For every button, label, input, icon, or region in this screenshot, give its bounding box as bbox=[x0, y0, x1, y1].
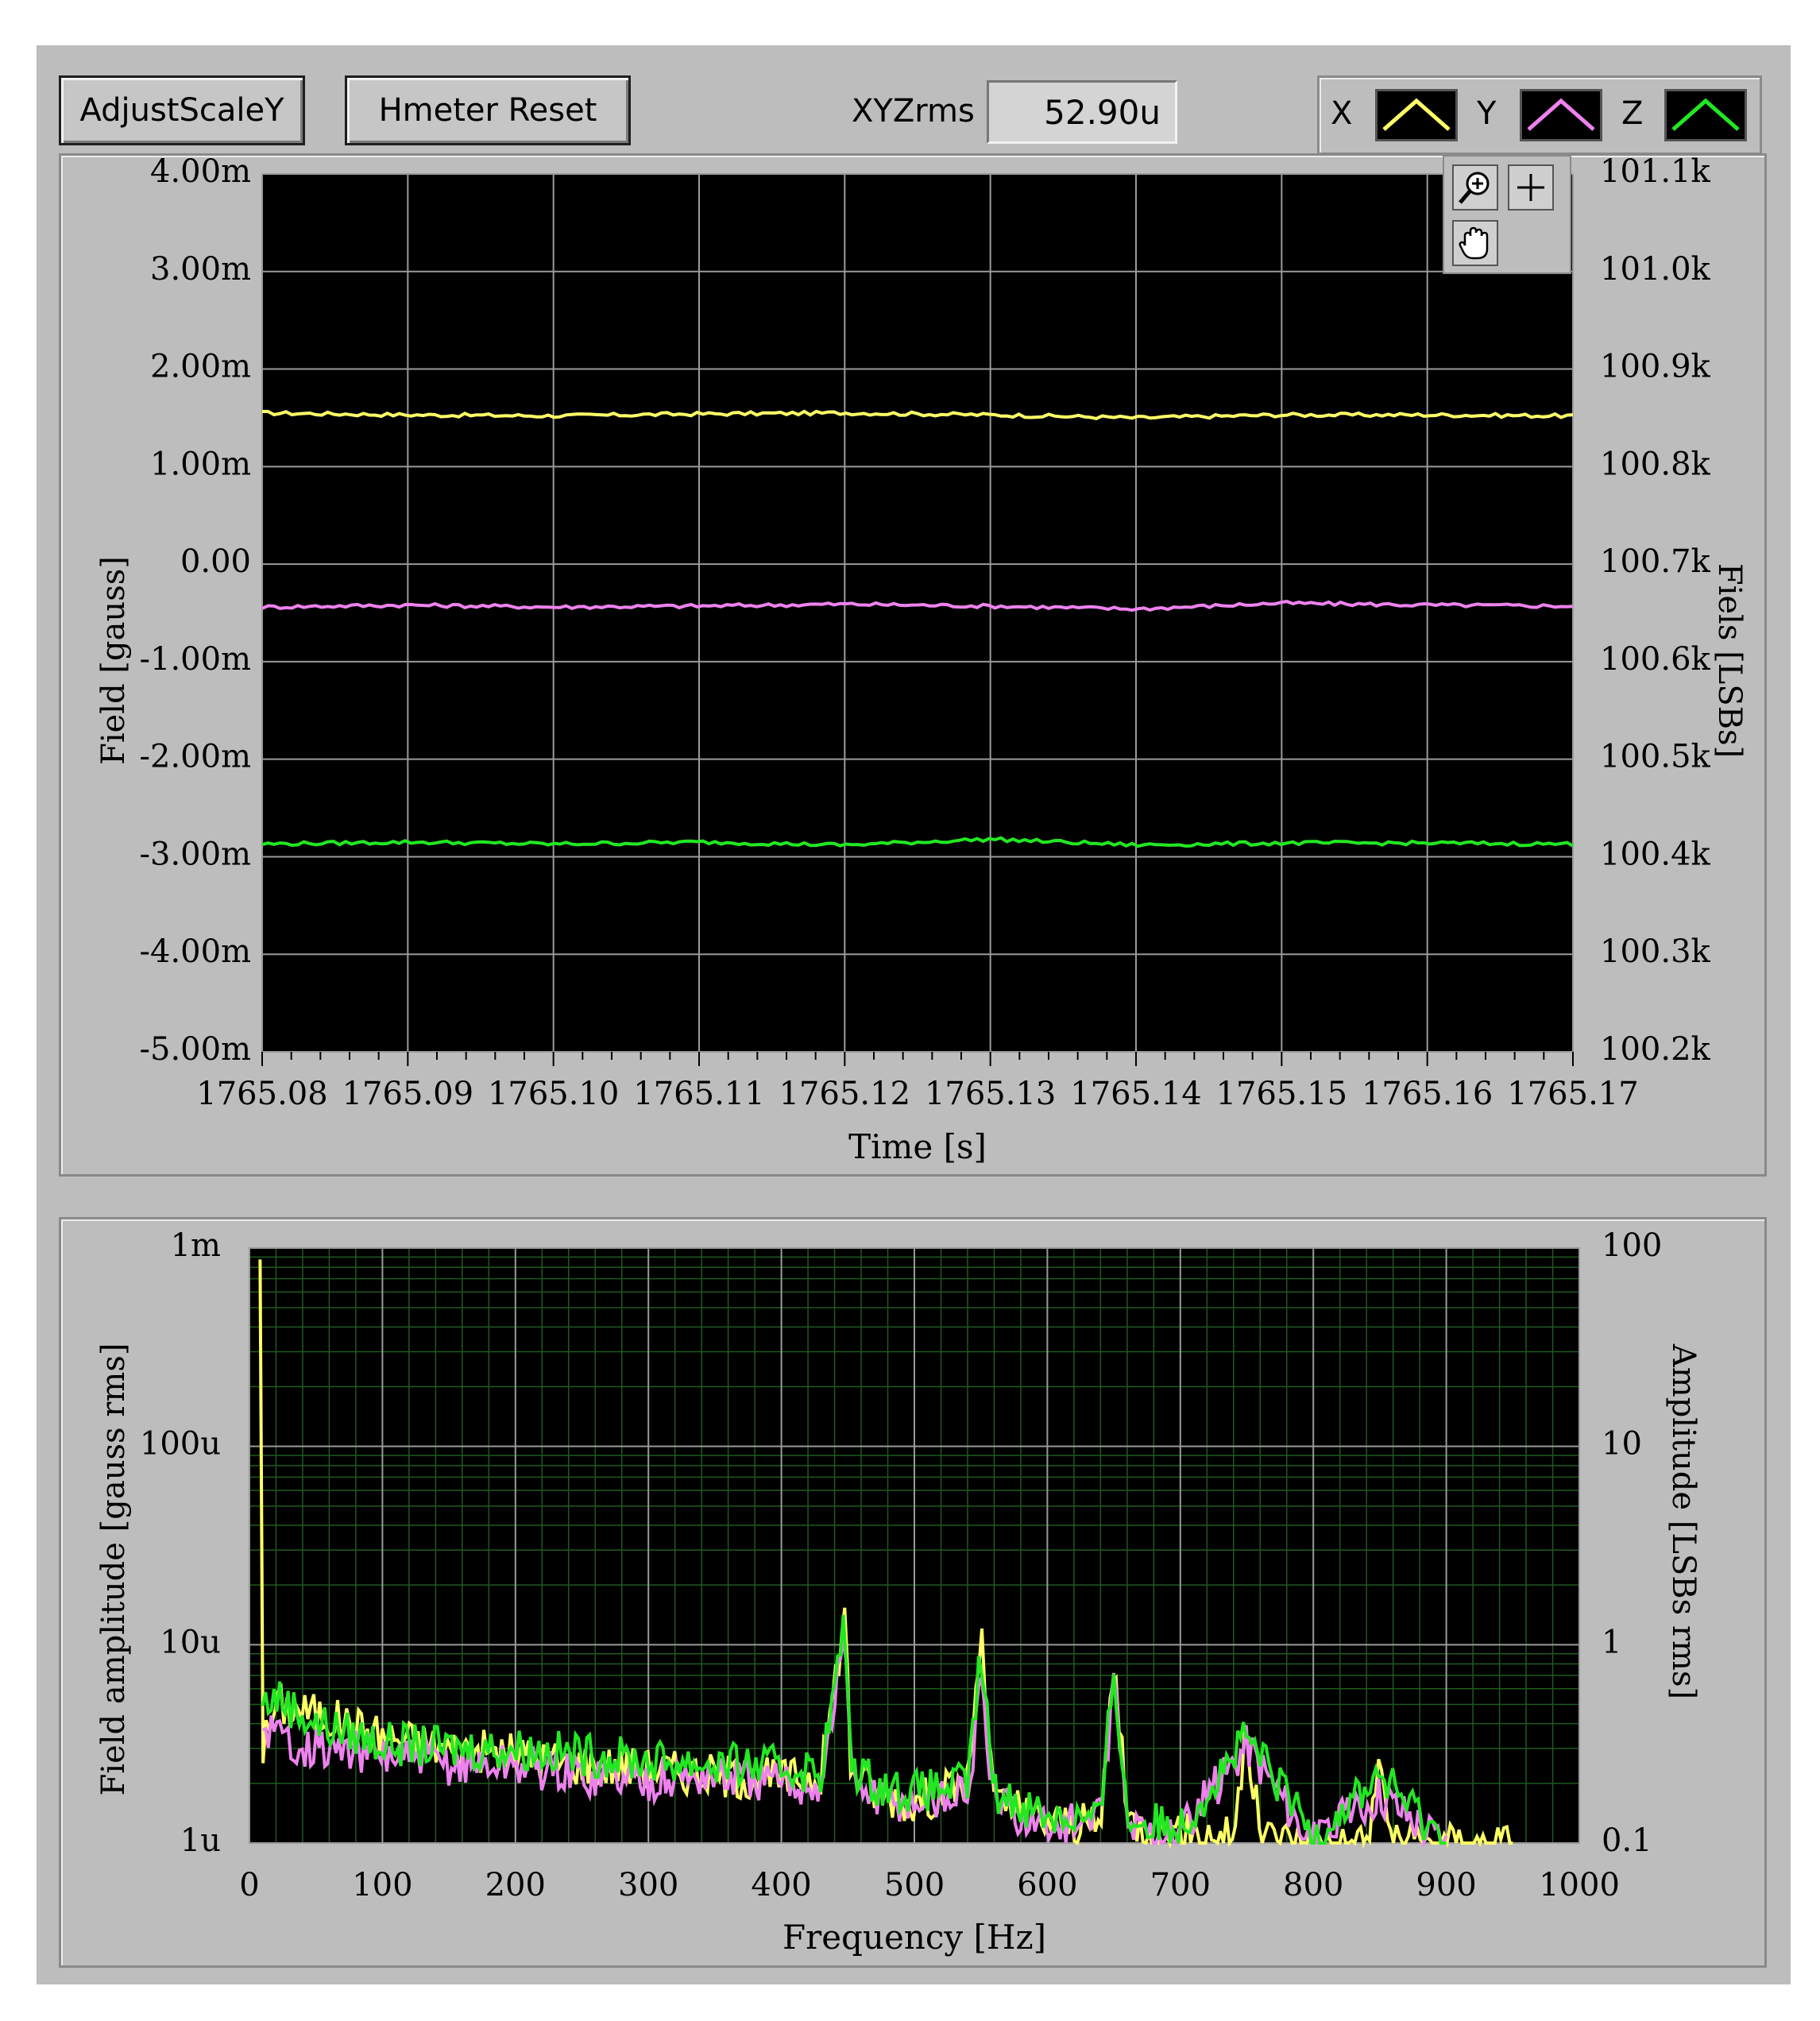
spectrum-graph-panel bbox=[59, 1217, 1767, 1968]
time-y-tick-label: -1.00m bbox=[139, 641, 251, 678]
time-y2-tick-label: 100.8k bbox=[1600, 446, 1711, 482]
time-graph-panel bbox=[59, 153, 1767, 1177]
time-y-tick-label: 2.00m bbox=[150, 349, 251, 385]
time-y2-tick-label: 100.2k bbox=[1600, 1031, 1711, 1068]
spectrum-y2-tick-label: 10 bbox=[1602, 1426, 1642, 1463]
spectrum-y-tick-label: 100u bbox=[140, 1426, 221, 1463]
plot-legend[interactable]: X Y Z bbox=[1317, 75, 1762, 155]
time-y-tick-label: 1.00m bbox=[150, 446, 251, 482]
time-y-tick-label: -3.00m bbox=[139, 836, 251, 872]
spectrum-x-tick-label: 900 bbox=[1416, 1867, 1476, 1903]
graph-tool-palette bbox=[1443, 155, 1571, 274]
time-x-axis-title: Time [s] bbox=[848, 1127, 987, 1166]
time-x-tick-label: 1765.08 bbox=[196, 1076, 327, 1112]
spectrum-x-tick-label: 0 bbox=[239, 1867, 259, 1903]
spectrum-x-tick-label: 400 bbox=[751, 1867, 811, 1903]
spectrum-x-tick-label: 800 bbox=[1283, 1867, 1343, 1903]
time-y-axis-title: Field [gauss] bbox=[95, 556, 132, 765]
legend-label-z: Z bbox=[1621, 95, 1644, 132]
time-series-line-y bbox=[261, 600, 1574, 612]
spectrum-x-tick-label: 200 bbox=[485, 1867, 546, 1903]
time-x-tick-label: 1765.09 bbox=[342, 1076, 473, 1112]
time-y-tick-label: -4.00m bbox=[139, 933, 251, 970]
spectrum-plot[interactable]: 1m 100 100u 10 10u 1 1u 0.1 0 100 200 300 400 500 600 7… bbox=[95, 1227, 1702, 1957]
crosshair-icon[interactable] bbox=[1508, 164, 1554, 211]
time-y2-tick-label: 100.3k bbox=[1600, 933, 1711, 970]
time-x-tick-label: 1765.16 bbox=[1362, 1076, 1493, 1112]
spectrum-y-axis-title: Field amplitude [gauss rms] bbox=[95, 1343, 132, 1796]
time-x-tick-label: 1765.10 bbox=[488, 1076, 619, 1112]
time-y2-axis-title: Fiels [LSBs] bbox=[1711, 563, 1748, 758]
legend-swatch-x[interactable] bbox=[1375, 89, 1458, 141]
legend-label-x: X bbox=[1331, 95, 1353, 132]
time-y-tick-label: 0.00 bbox=[180, 543, 251, 580]
spectrum-plot-border bbox=[249, 1247, 1580, 1844]
xyzrms-label: XYZrms bbox=[852, 93, 975, 129]
time-y-tick-label: -5.00m bbox=[139, 1031, 251, 1068]
pan-hand-icon[interactable] bbox=[1452, 220, 1498, 266]
legend-swatch-y[interactable] bbox=[1520, 89, 1602, 141]
time-y2-tick-label: 101.0k bbox=[1600, 251, 1711, 288]
time-y2-tick-label: 100.4k bbox=[1600, 836, 1711, 872]
time-plot[interactable]: 4.00m 101.1k 3.00m 101.0k 2.00m 100.9k 1.00m 10… bbox=[95, 153, 1748, 1166]
spectrum-x-tick-label: 1000 bbox=[1539, 1867, 1620, 1903]
time-y2-tick-label: 100.7k bbox=[1600, 543, 1711, 580]
time-x-tick-label: 1765.15 bbox=[1216, 1076, 1347, 1112]
spectrum-x-tick-label: 700 bbox=[1150, 1867, 1211, 1903]
time-y2-tick-label: 100.6k bbox=[1600, 641, 1711, 678]
spectrum-y2-tick-label: 0.1 bbox=[1602, 1822, 1652, 1859]
hmeter-reset-button[interactable]: Hmeter Reset bbox=[345, 75, 631, 145]
spectrum-x-tick-label: 300 bbox=[618, 1867, 678, 1903]
time-y2-tick-label: 100.5k bbox=[1600, 739, 1711, 775]
graphs-svg: 4.00m 101.1k3.00m 101.0k2.00m 100.9k1.00m 10… bbox=[95, 153, 1748, 1957]
time-y-tick-label: 4.00m bbox=[150, 153, 251, 190]
spectrum-y2-tick-label: 100 bbox=[1602, 1227, 1662, 1264]
time-x-tick-label: 1765.17 bbox=[1507, 1076, 1638, 1112]
xyzrms-value-field: 52.90u bbox=[987, 80, 1177, 144]
spectrum-x-axis-title: Frequency [Hz] bbox=[782, 1918, 1046, 1957]
legend-label-y: Y bbox=[1477, 95, 1497, 132]
spectrum-series-line-z bbox=[261, 1614, 1447, 1845]
time-y2-tick-label: 101.1k bbox=[1600, 153, 1711, 190]
adjust-scale-y-button[interactable]: AdjustScaleY bbox=[59, 75, 305, 145]
time-x-tick-label: 1765.12 bbox=[779, 1076, 910, 1112]
time-x-tick-label: 1765.13 bbox=[925, 1076, 1056, 1112]
spectrum-x-tick-label: 100 bbox=[352, 1867, 412, 1903]
legend-swatch-z[interactable] bbox=[1664, 89, 1747, 141]
time-y-tick-label: -2.00m bbox=[139, 739, 251, 775]
instrument-panel: AdjustScaleY Hmeter Reset XYZrms 52.90u … bbox=[37, 45, 1791, 1984]
time-y2-tick-label: 100.9k bbox=[1600, 349, 1711, 385]
spectrum-x-tick-label: 600 bbox=[1017, 1867, 1077, 1903]
time-plot-area bbox=[262, 174, 1573, 1052]
zoom-icon[interactable] bbox=[1452, 164, 1498, 211]
time-x-tick-label: 1765.14 bbox=[1070, 1076, 1201, 1112]
spectrum-y-tick-label: 1u bbox=[180, 1822, 221, 1859]
spectrum-y2-axis-title: Amplitude [LSBs rms] bbox=[1665, 1343, 1702, 1699]
spectrum-y-tick-label: 1m bbox=[171, 1227, 221, 1264]
time-series-line-x bbox=[262, 409, 1574, 420]
time-x-tick-label: 1765.11 bbox=[633, 1076, 764, 1112]
time-y-tick-label: 3.00m bbox=[150, 251, 251, 288]
spectrum-y-tick-label: 10u bbox=[160, 1624, 221, 1660]
spectrum-y2-tick-label: 1 bbox=[1602, 1624, 1621, 1660]
spectrum-x-tick-label: 500 bbox=[884, 1867, 945, 1903]
time-series-line-z bbox=[261, 836, 1574, 848]
